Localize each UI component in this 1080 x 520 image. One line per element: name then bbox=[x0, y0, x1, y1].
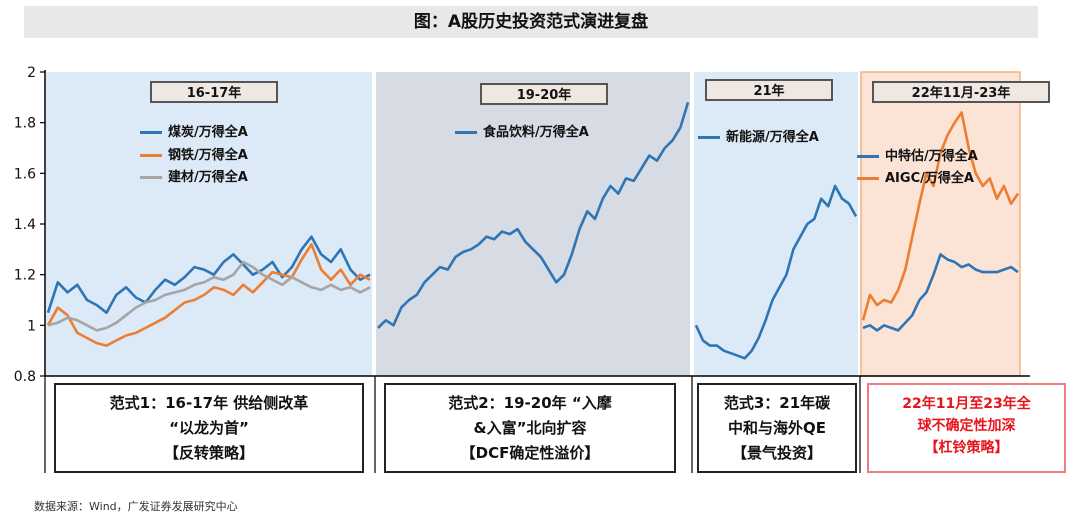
paradigm-line: 【反转策略】 bbox=[163, 444, 254, 462]
period-region-3 bbox=[694, 72, 858, 376]
series-line bbox=[694, 184, 858, 360]
period-regions bbox=[46, 71, 1021, 377]
legend-item: 煤炭/万得全A bbox=[140, 121, 248, 140]
paradigm-line: 22年11月至23年全 bbox=[902, 396, 1031, 412]
series-line bbox=[46, 235, 371, 315]
paradigm-line: 【景气投资】 bbox=[731, 444, 822, 462]
legend-item: 钢铁/万得全A bbox=[140, 144, 248, 163]
legend-label: 煤炭/万得全A bbox=[168, 125, 248, 140]
paradigm-line: 【杠铃策略】 bbox=[924, 440, 1009, 456]
period-region-2 bbox=[376, 72, 690, 376]
paradigm-line: 中和与海外QE bbox=[728, 419, 826, 437]
legend-swatch bbox=[140, 176, 162, 179]
y-tick-label: 1.2 bbox=[14, 268, 36, 284]
y-tick-label: 2 bbox=[27, 65, 36, 81]
legend-item: 中特估/万得全A bbox=[857, 145, 978, 164]
series-line bbox=[47, 260, 371, 332]
y-tick-label: 1.6 bbox=[14, 166, 36, 182]
legend-label: AIGC/万得全A bbox=[885, 171, 974, 186]
paradigm-line: 球不确定性加深 bbox=[917, 418, 1016, 434]
series-line bbox=[862, 253, 1019, 332]
legend-item: AIGC/万得全A bbox=[857, 167, 974, 186]
paradigm-line: “以龙为首” bbox=[169, 419, 249, 437]
chart-title: 图：A股历史投资范式演进复盘 bbox=[24, 6, 1038, 38]
legend-label: 食品饮料/万得全A bbox=[483, 125, 589, 140]
legend-item: 食品饮料/万得全A bbox=[455, 121, 589, 140]
paradigm-line: 范式2：19-20年 “入摩 bbox=[448, 394, 612, 412]
source-note: 数据来源：Wind，广发证券发展研究中心 bbox=[34, 500, 238, 513]
series-line bbox=[861, 111, 1020, 321]
series-line bbox=[46, 243, 371, 347]
legend-swatch bbox=[698, 136, 720, 139]
series-line bbox=[377, 102, 690, 329]
legend-swatch bbox=[455, 131, 477, 134]
series-lines bbox=[46, 102, 1020, 360]
paradigm-box-4: 22年11月至23年全 球不确定性加深 【杠铃策略】 bbox=[867, 383, 1066, 473]
period-label-22-23: 22年11月-23年 bbox=[872, 81, 1050, 103]
legend-label: 新能源/万得全A bbox=[726, 130, 819, 145]
legend-label: 钢铁/万得全A bbox=[168, 148, 248, 163]
y-tick-label: 1 bbox=[27, 318, 36, 334]
paradigm-box-2: 范式2：19-20年 “入摩 &入富”北向扩容 【DCF确定性溢价】 bbox=[384, 383, 676, 473]
legend-label: 建材/万得全A bbox=[168, 170, 248, 185]
paradigm-line: 范式3：21年碳 bbox=[723, 394, 831, 412]
period-region-4 bbox=[860, 71, 1021, 377]
period-label-21: 21年 bbox=[705, 79, 833, 101]
legend-label: 中特估/万得全A bbox=[885, 149, 978, 164]
period-label-16-17: 16-17年 bbox=[150, 81, 278, 103]
paradigm-box-3: 范式3：21年碳 中和与海外QE 【景气投资】 bbox=[697, 383, 857, 473]
period-label-19-20: 19-20年 bbox=[480, 83, 608, 105]
y-axis: 0.8 1 1.2 1.4 1.6 1.8 2 bbox=[14, 65, 1030, 473]
paradigm-box-1: 范式1：16-17年 供给侧改革 “以龙为首” 【反转策略】 bbox=[54, 383, 364, 473]
paradigm-line: &入富”北向扩容 bbox=[473, 419, 587, 437]
y-tick-label: 1.8 bbox=[14, 116, 36, 132]
y-tick-label: 0.8 bbox=[14, 369, 36, 385]
y-tick-label: 1.4 bbox=[14, 217, 36, 233]
legend-swatch bbox=[140, 131, 162, 134]
legend-swatch bbox=[857, 177, 879, 180]
legend-swatch bbox=[857, 155, 879, 158]
paradigm-line: 【DCF确定性溢价】 bbox=[460, 444, 600, 462]
paradigm-line: 范式1：16-17年 供给侧改革 bbox=[109, 394, 309, 412]
period-region-1 bbox=[46, 72, 372, 376]
legend-item: 建材/万得全A bbox=[140, 166, 248, 185]
legend-swatch bbox=[140, 154, 162, 157]
legend-item: 新能源/万得全A bbox=[698, 126, 819, 145]
